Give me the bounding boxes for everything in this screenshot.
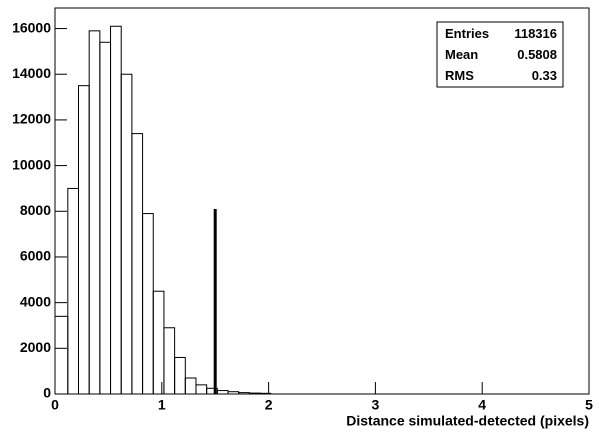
y-tick-label: 10000	[12, 156, 51, 172]
y-tick-label: 4000	[20, 293, 51, 309]
stats-value: 0.33	[532, 68, 557, 83]
x-tick-label: 3	[372, 397, 380, 413]
stats-label: Entries	[445, 26, 489, 41]
x-tick-label: 1	[158, 397, 166, 413]
y-tick-label: 16000	[12, 19, 51, 35]
stats-label: Mean	[445, 47, 478, 62]
y-tick-label: 8000	[20, 202, 51, 218]
x-tick-label: 2	[265, 397, 273, 413]
y-tick-label: 0	[43, 385, 51, 401]
x-axis-label: Distance simulated-detected (pixels)	[346, 413, 589, 429]
stats-value: 118316	[514, 26, 557, 41]
y-tick-label: 2000	[20, 339, 51, 355]
histogram-bin	[259, 392, 272, 395]
histogram-bin	[174, 356, 186, 395]
histogram-bin	[248, 392, 261, 395]
stats-value: 0.5808	[517, 47, 557, 62]
y-tick-label: 6000	[20, 248, 51, 264]
y-tick-label: 12000	[12, 111, 51, 127]
x-tick-label: 5	[585, 397, 593, 413]
stats-box	[436, 21, 564, 88]
x-tick-label: 0	[51, 397, 59, 413]
y-tick-label: 14000	[12, 65, 51, 81]
stats-label: RMS	[445, 68, 474, 83]
x-tick-label: 4	[478, 397, 486, 413]
plot-frame	[54, 7, 590, 395]
